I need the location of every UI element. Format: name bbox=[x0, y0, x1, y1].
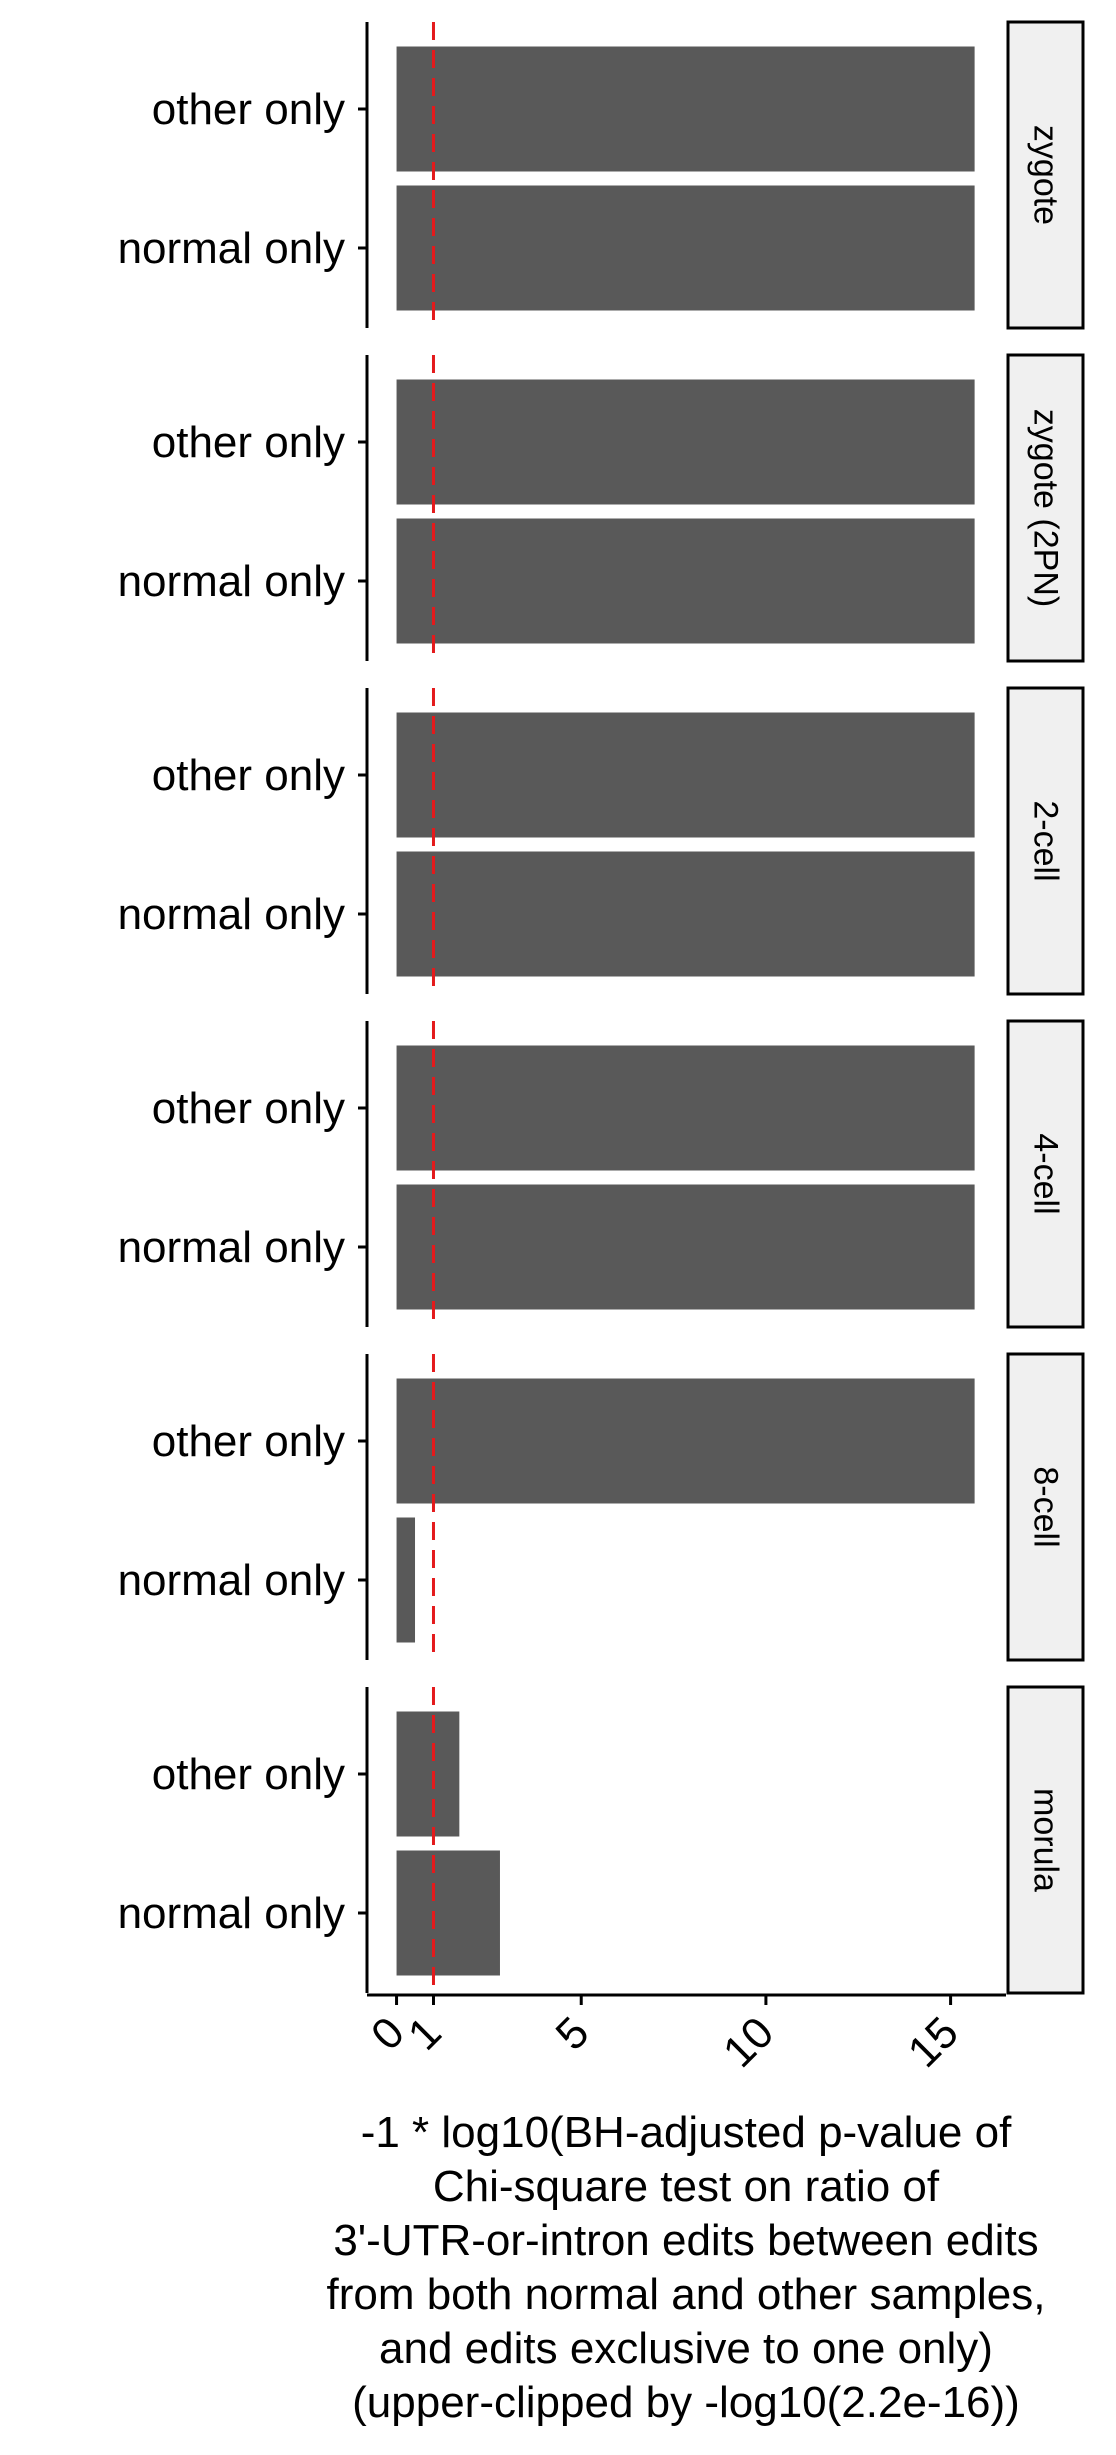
facet-strip: zygote bbox=[1006, 20, 1085, 330]
strip-box bbox=[1006, 1685, 1085, 1995]
x-axis-title-line: -1 * log10(BH-adjusted p-value of bbox=[361, 2108, 1012, 2157]
y-tick-label: other only bbox=[152, 1750, 345, 1799]
x-axis-title-line: (upper-clipped by -log10(2.2e-16)) bbox=[352, 2378, 1020, 2427]
strip-box bbox=[1006, 353, 1085, 663]
bar bbox=[396, 1045, 975, 1171]
facet-strip: 2-cell bbox=[1006, 686, 1085, 996]
y-tick-label: normal only bbox=[118, 1223, 345, 1272]
y-tick-label: normal only bbox=[118, 224, 345, 273]
facet-label: morula bbox=[1027, 1788, 1065, 1892]
y-tick-label: normal only bbox=[118, 1889, 345, 1938]
bar bbox=[396, 712, 975, 838]
facet-label: 8-cell bbox=[1027, 1466, 1065, 1547]
x-axis-title-line: 3'-UTR-or-intron edits between edits bbox=[333, 2216, 1038, 2265]
bar bbox=[396, 379, 975, 505]
strip-box bbox=[1006, 1019, 1085, 1329]
x-axis-title-line: Chi-square test on ratio of bbox=[433, 2162, 940, 2211]
panel-1: other only normal only bbox=[118, 355, 975, 661]
bar bbox=[396, 1378, 975, 1504]
strip-box bbox=[1006, 1352, 1085, 1662]
x-tick-label: 15 bbox=[899, 2008, 968, 2077]
bar bbox=[396, 518, 975, 644]
y-tick-label: other only bbox=[152, 751, 345, 800]
x-axis: 01 5 10 15 bbox=[362, 1993, 1006, 2077]
y-tick-label: normal only bbox=[118, 1556, 345, 1605]
x-axis-title-line: and edits exclusive to one only) bbox=[379, 2324, 993, 2373]
y-tick-label: other only bbox=[152, 1417, 345, 1466]
bar bbox=[396, 1711, 460, 1837]
panel-4: other only normal only bbox=[118, 1354, 975, 1660]
facet-label: zygote (2PN) bbox=[1027, 409, 1065, 607]
x-tick-label: 5 bbox=[547, 2008, 599, 2060]
x-tick-label: 0 bbox=[362, 2008, 414, 2060]
facet-strip: morula bbox=[1006, 1685, 1085, 1995]
bar bbox=[396, 185, 975, 311]
bar bbox=[396, 1184, 975, 1310]
panel-3: other only normal only bbox=[118, 1021, 975, 1327]
x-tick-label: 10 bbox=[714, 2008, 783, 2077]
facet-strips: zygote zygote (2PN) 2-cell 4-cell 8-cell moru… bbox=[1006, 20, 1085, 1995]
panels: other only normal only other only normal on… bbox=[118, 22, 975, 1993]
y-tick-label: other only bbox=[152, 1084, 345, 1133]
bar bbox=[396, 46, 975, 172]
x-tick-label: 1 bbox=[399, 2008, 451, 2060]
bar bbox=[396, 851, 975, 977]
facet-strip: 4-cell bbox=[1006, 1019, 1085, 1329]
x-axis-title-line: from both normal and other samples, bbox=[326, 2270, 1045, 2319]
y-tick-label: normal only bbox=[118, 890, 345, 939]
bar bbox=[396, 1517, 416, 1643]
y-tick-label: normal only bbox=[118, 557, 345, 606]
x-axis-title: -1 * log10(BH-adjusted p-value of Chi-squ… bbox=[326, 2108, 1045, 2427]
y-tick-label: other only bbox=[152, 85, 345, 134]
facet-strip: 8-cell bbox=[1006, 1352, 1085, 1662]
bar bbox=[396, 1850, 500, 1976]
strip-box bbox=[1006, 20, 1085, 330]
facet-label: 2-cell bbox=[1027, 800, 1065, 881]
strip-box bbox=[1006, 686, 1085, 996]
panel-2: other only normal only bbox=[118, 688, 975, 994]
facet-label: 4-cell bbox=[1027, 1133, 1065, 1214]
panel-0: other only normal only bbox=[118, 22, 975, 328]
facet-strip: zygote (2PN) bbox=[1006, 353, 1085, 663]
facet-label: zygote bbox=[1027, 125, 1065, 225]
panel-5: other only normal only bbox=[118, 1687, 500, 1993]
y-tick-label: other only bbox=[152, 418, 345, 467]
